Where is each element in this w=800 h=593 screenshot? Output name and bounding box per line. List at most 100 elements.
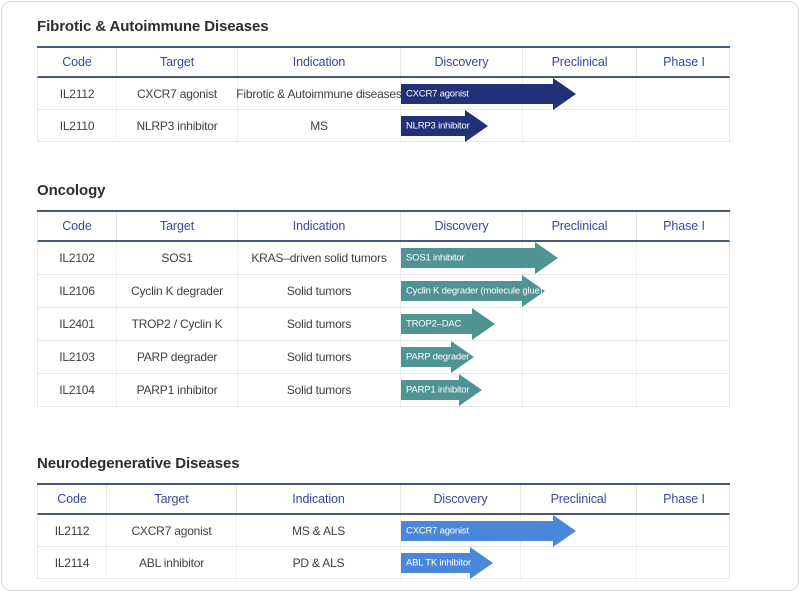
cell-target: NLRP3 inhibitor <box>117 110 238 141</box>
progress-arrow: Cyclin K degrader (molecule glue) <box>401 275 545 307</box>
column-header-phase1: Phase I <box>663 55 705 69</box>
table-row: IL2106 Cyclin K degrader Solid tumors Cy… <box>37 275 730 308</box>
arrow-label: SOS1 inhibitor <box>406 252 465 264</box>
cell-phase1 <box>637 78 731 109</box>
cell-code: IL2401 <box>38 308 117 340</box>
cell-target: CXCR7 agonist <box>117 78 238 109</box>
cell-indication: KRAS–driven solid tumors <box>238 242 401 274</box>
cell-preclinical <box>523 341 637 373</box>
cell-target: PARP degrader <box>117 341 238 373</box>
cell-discovery: PARP degrader <box>401 341 523 373</box>
section-title: Neurodegenerative Diseases <box>37 455 240 472</box>
progress-arrow-body <box>401 115 465 136</box>
cell-code: IL2106 <box>38 275 117 307</box>
arrow-label: PARP degrader <box>406 351 470 363</box>
progress-arrow-body <box>401 314 472 334</box>
cell-phase1 <box>637 547 731 578</box>
cell-phase1 <box>637 275 731 307</box>
cell-target: ABL inhibitor <box>107 547 237 578</box>
table-row: IL2110 NLRP3 inhibitor MS NLRP3 inhibito… <box>37 109 731 142</box>
cell-indication: Solid tumors <box>238 308 401 340</box>
progress-arrow-body <box>401 347 451 367</box>
progress-arrow: PARP1 inhibitor <box>401 374 482 406</box>
cell-code: IL2104 <box>38 374 117 406</box>
progress-arrow: NLRP3 inhibitor <box>401 109 488 142</box>
cell-preclinical <box>521 547 637 578</box>
progress-arrow-head-icon <box>472 308 495 340</box>
table-header-row: Code Target Indication Discovery Preclin… <box>37 48 730 78</box>
progress-arrow-body <box>401 552 470 573</box>
progress-arrow-head-icon <box>465 109 488 142</box>
cell-preclinical <box>523 78 637 109</box>
cell-discovery: PARP1 inhibitor <box>401 374 523 406</box>
table-header-row: Code Target Indication Discovery Preclin… <box>37 212 730 242</box>
progress-arrow-head-icon <box>553 514 576 547</box>
arrow-label: CXCR7 agonist <box>406 525 469 536</box>
progress-arrow-head-icon <box>535 242 558 274</box>
table-row: IL2401 TROP2 / Cyclin K Solid tumors TRO… <box>37 308 730 341</box>
progress-arrow-head-icon <box>459 374 482 406</box>
cell-code: IL2103 <box>38 341 117 373</box>
column-header-discovery: Discovery <box>401 212 523 240</box>
progress-arrow-head-icon <box>451 341 474 373</box>
cell-preclinical <box>523 308 637 340</box>
cell-code: IL2112 <box>38 515 107 546</box>
column-header-phase1: Phase I <box>663 492 705 506</box>
arrow-label: ABL TK inhibitor <box>406 557 471 568</box>
table-row: IL2112 CXCR7 agonist MS & ALS CXCR7 agon… <box>37 514 730 547</box>
progress-arrow-head-icon <box>553 77 576 110</box>
cell-discovery: CXCR7 agonist <box>401 77 576 110</box>
progress-arrow-head-icon <box>470 546 493 579</box>
cell-discovery: SOS1 inhibitor <box>401 242 558 274</box>
progress-arrow-body <box>401 83 553 104</box>
column-header-code: Code <box>38 485 107 513</box>
section-neurodegenerative: Neurodegenerative Diseases Code Target I… <box>37 453 763 579</box>
cell-indication: Solid tumors <box>238 275 401 307</box>
cell-discovery: ABL TK inhibitor <box>401 546 521 579</box>
cell-indication: Fibrotic & Autoimmune diseases <box>236 78 402 109</box>
arrow-label: TROP2–DAC <box>406 318 462 330</box>
arrow-label: PARP1 inhibitor <box>406 384 470 396</box>
cell-indication: PD & ALS <box>237 547 401 578</box>
column-header-discovery: Discovery <box>401 48 523 76</box>
cell-discovery: CXCR7 agonist <box>401 514 576 547</box>
cell-phase1 <box>637 341 731 373</box>
column-header-target: Target <box>117 212 238 240</box>
progress-arrow-head-icon <box>522 275 545 307</box>
cell-target: PARP1 inhibitor <box>117 374 238 406</box>
progress-arrow: TROP2–DAC <box>401 308 495 340</box>
cell-preclinical <box>523 374 637 406</box>
column-header-indication: Indication <box>238 212 401 240</box>
section-title: Oncology <box>37 182 106 199</box>
table-header-row: Code Target Indication Discovery Preclin… <box>37 485 730 515</box>
progress-arrow-body <box>401 281 522 301</box>
cell-phase1 <box>637 110 731 141</box>
pipeline-table-oncology: Code Target Indication Discovery Preclin… <box>37 210 730 407</box>
column-header-preclinical: Preclinical <box>523 212 637 240</box>
table-row: IL2104 PARP1 inhibitor Solid tumors PARP… <box>37 374 730 407</box>
progress-arrow: PARP degrader <box>401 341 474 373</box>
cell-target: SOS1 <box>117 242 238 274</box>
cell-indication: Solid tumors <box>238 341 401 373</box>
column-header-code: Code <box>38 48 117 76</box>
column-header-code: Code <box>38 212 117 240</box>
progress-arrow: CXCR7 agonist <box>401 514 576 547</box>
column-header-preclinical: Preclinical <box>521 485 637 513</box>
section-title: Fibrotic & Autoimmune Diseases <box>37 18 269 35</box>
arrow-label: Cyclin K degrader (molecule glue) <box>406 285 543 297</box>
cell-preclinical <box>523 275 637 307</box>
cell-indication: MS & ALS <box>237 515 401 546</box>
pipeline-table-neurodegenerative: Code Target Indication Discovery Preclin… <box>37 483 730 579</box>
column-header-indication: Indication <box>238 48 401 76</box>
cell-target: TROP2 / Cyclin K <box>117 308 238 340</box>
cell-phase1 <box>637 242 731 274</box>
cell-target: CXCR7 agonist <box>107 515 237 546</box>
column-header-phase1: Phase I <box>663 219 705 233</box>
progress-arrow-body <box>401 520 553 541</box>
cell-phase1 <box>637 308 731 340</box>
cell-indication: MS <box>238 110 401 141</box>
cell-indication: Solid tumors <box>238 374 401 406</box>
cell-code: IL2110 <box>38 110 117 141</box>
cell-discovery: Cyclin K degrader (molecule glue) <box>401 275 545 307</box>
